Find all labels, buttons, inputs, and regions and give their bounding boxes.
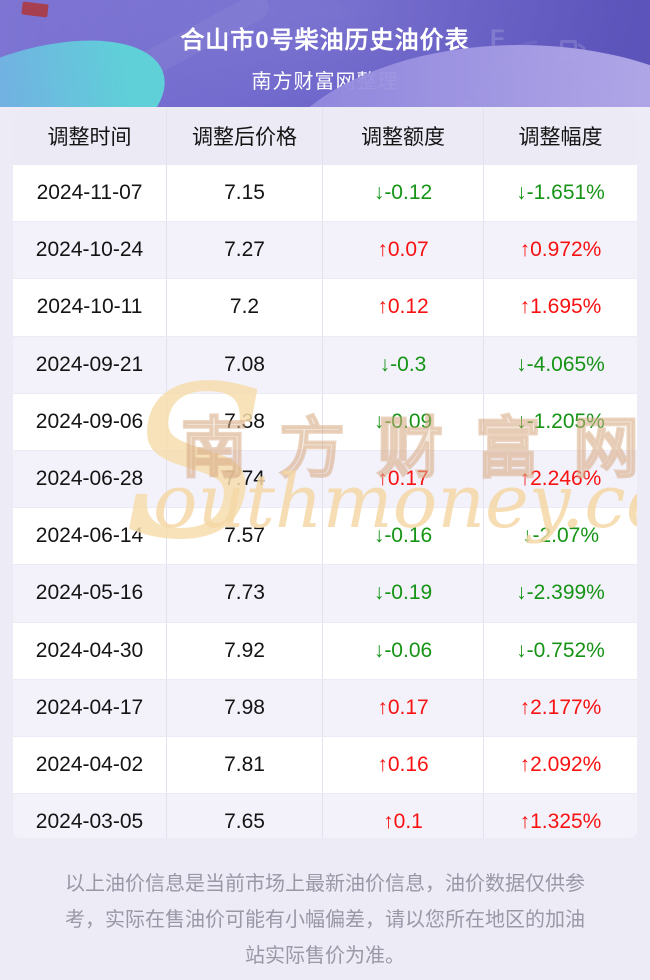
pct-cell: ↓-2.07% [483, 508, 637, 565]
pct-cell: ↑1.325% [483, 794, 637, 838]
price-cell: 7.27 [166, 222, 322, 279]
price-cell: 7.74 [166, 450, 322, 508]
date-cell: 2024-09-06 [35, 409, 144, 433]
change-cell: ↑0.1 [322, 794, 483, 838]
pct-cell: ↓-1.651% [483, 165, 637, 222]
table-row: 2024-04-30 7.92 ↓-0.06 ↓-0.752% [13, 621, 637, 679]
price-cell: 7.92 [166, 622, 322, 679]
pct-cell: ↓-2.399% [483, 565, 637, 622]
table-row: 2024-09-06 7.38 ↓-0.09 ↓-1.205% [13, 392, 637, 450]
table-row: 2024-04-02 7.81 ↑0.16 ↑2.092% [13, 735, 637, 794]
table-row: 2024-11-07 7.15 ↓-0.12 ↓-1.651% [13, 164, 637, 222]
table-row: 2024-03-05 7.65 ↑0.1 ↑1.325% [13, 793, 637, 838]
date-cell: 2024-09-21 [35, 352, 144, 376]
change-cell: ↑0.17 [322, 679, 483, 736]
date-cell: 2024-04-02 [35, 752, 144, 776]
price-cell: 7.2 [166, 279, 322, 336]
price-cell: 7.73 [166, 565, 322, 622]
price-table-card: 调整时间 调整后价格 调整额度 调整幅度 2024-11-07 7.15 ↓-0… [13, 107, 637, 838]
date-cell: 2024-04-30 [35, 638, 144, 662]
table-row: 2024-09-21 7.08 ↓-0.3 ↓-4.065% [13, 335, 637, 393]
price-cell: 7.81 [166, 736, 322, 794]
pct-cell: ↑2.177% [483, 679, 637, 736]
date-cell: 2024-10-24 [35, 238, 144, 262]
header-banner: F 合山市0号柴油历史油价表 南方财富网整理 [0, 0, 650, 107]
table-row: 2024-06-28 7.74 ↑0.17 ↑2.246% [13, 449, 637, 508]
column-header-adjust-time: 调整时间 [47, 125, 132, 149]
column-header-adjust-amount: 调整额度 [322, 107, 483, 164]
date-cell: 2024-04-17 [35, 695, 144, 719]
price-cell: 7.38 [166, 393, 322, 450]
date-cell: 2024-05-16 [35, 581, 144, 605]
table-body: 2024-11-07 7.15 ↓-0.12 ↓-1.651% 2024-10-… [13, 164, 637, 838]
table-row: 2024-05-16 7.73 ↓-0.19 ↓-2.399% [13, 564, 637, 622]
price-cell: 7.08 [166, 336, 322, 393]
table-row: 2024-10-11 7.2 ↑0.12 ↑1.695% [13, 278, 637, 336]
pct-cell: ↑2.246% [483, 450, 637, 508]
change-cell: ↓-0.06 [322, 622, 483, 679]
table-header-row: 调整时间 调整后价格 调整额度 调整幅度 [13, 107, 637, 164]
price-cell: 7.65 [166, 794, 322, 838]
change-cell: ↑0.17 [322, 450, 483, 508]
price-cell: 7.57 [166, 508, 322, 565]
price-cell: 7.98 [166, 679, 322, 736]
date-cell: 2024-06-14 [35, 524, 144, 548]
date-cell: 2024-11-07 [36, 181, 143, 205]
date-cell: 2024-06-28 [35, 467, 144, 491]
change-cell: ↓-0.09 [322, 393, 483, 450]
pct-cell: ↓-4.065% [483, 336, 637, 393]
table-row: 2024-06-14 7.57 ↓-0.16 ↓-2.07% [13, 507, 637, 565]
column-header-adjust-range: 调整幅度 [483, 107, 637, 164]
change-cell: ↑0.16 [322, 736, 483, 794]
disclaimer-text: 以上油价信息是当前市场上最新油价信息，油价数据仅供参考，实际在售油价可能有小幅偏… [65, 873, 585, 967]
change-cell: ↓-0.16 [322, 508, 483, 565]
change-cell: ↑0.12 [322, 279, 483, 336]
change-cell: ↓-0.12 [322, 165, 483, 222]
page-subtitle: 南方财富网整理 [251, 71, 399, 93]
price-cell: 7.15 [166, 165, 322, 222]
pct-cell: ↑1.695% [483, 279, 637, 336]
table-row: 2024-10-24 7.27 ↑0.07 ↑0.972% [13, 221, 637, 279]
page-title: 合山市0号柴油历史油价表 [180, 27, 470, 54]
pct-cell: ↑2.092% [483, 736, 637, 794]
change-cell: ↑0.07 [322, 222, 483, 279]
date-cell: 2024-03-05 [35, 810, 144, 834]
date-cell: 2024-10-11 [36, 295, 143, 319]
change-cell: ↓-0.3 [322, 336, 483, 393]
change-cell: ↓-0.19 [322, 565, 483, 622]
column-header-adjusted-price: 调整后价格 [166, 107, 322, 164]
pct-cell: ↓-1.205% [483, 393, 637, 450]
pct-cell: ↓-0.752% [483, 622, 637, 679]
pct-cell: ↑0.972% [483, 222, 637, 279]
table-row: 2024-04-17 7.98 ↑0.17 ↑2.177% [13, 678, 637, 736]
